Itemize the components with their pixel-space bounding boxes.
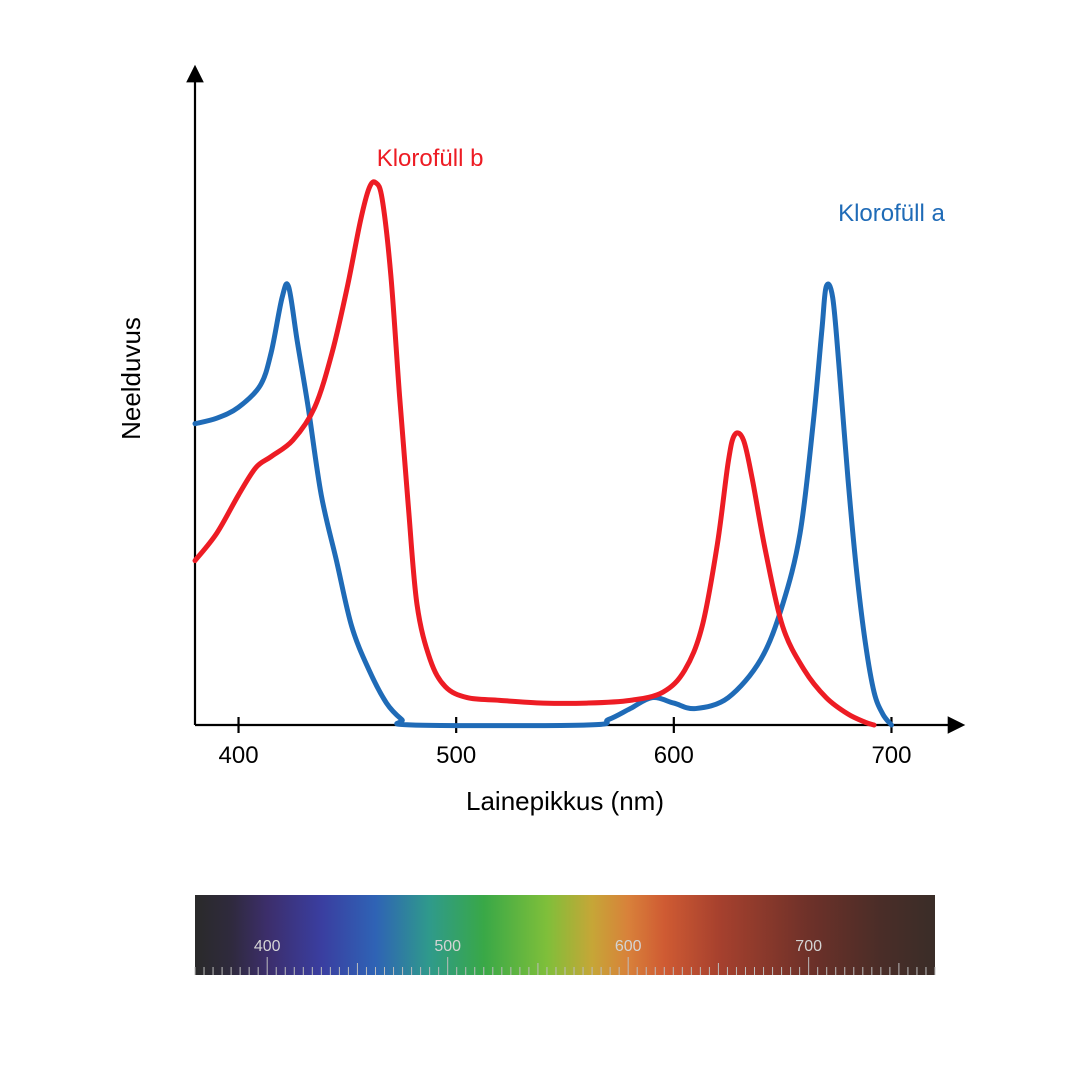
x-tick-label: 600 (654, 742, 694, 769)
series-line (195, 182, 874, 725)
spectrum-bar (195, 895, 935, 975)
series-label: Klorofüll a (838, 200, 945, 227)
spectrum-label: 500 (434, 938, 461, 955)
x-tick-label: 400 (219, 742, 259, 769)
y-axis-label: Neelduvus (116, 317, 146, 440)
x-tick-label: 700 (871, 742, 911, 769)
chart-svg: 400 500 600 700 Lainepikkus (nm) Neelduvus Klo… (0, 0, 1080, 1080)
spectrum-label: 600 (615, 938, 642, 955)
x-tick-label: 500 (436, 742, 476, 769)
spectrum-label: 700 (795, 938, 822, 955)
chart-root: 400 500 600 700 Lainepikkus (nm) Neelduvus Klo… (0, 0, 1080, 1080)
series-label: Klorofüll b (377, 145, 484, 172)
x-axis-label: Lainepikkus (nm) (466, 786, 664, 816)
spectrum-label: 400 (254, 938, 281, 955)
series-line (195, 284, 891, 726)
